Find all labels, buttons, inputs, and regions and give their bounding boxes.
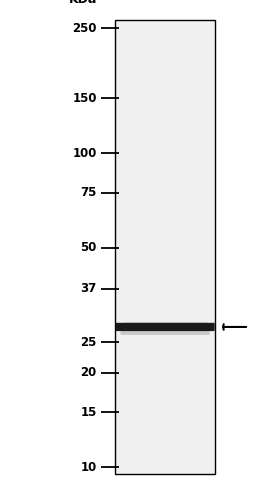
Text: 20: 20 [80, 366, 97, 379]
Text: 37: 37 [80, 283, 97, 295]
Bar [115, 20, 215, 474]
Text: 100: 100 [72, 147, 97, 160]
Text: 250: 250 [72, 22, 97, 35]
FancyBboxPatch shape [116, 323, 215, 331]
Text: 15: 15 [80, 406, 97, 419]
Text: KDa: KDa [68, 0, 97, 6]
Text: 50: 50 [80, 242, 97, 254]
FancyBboxPatch shape [123, 322, 207, 327]
FancyBboxPatch shape [120, 330, 210, 335]
Text: 150: 150 [72, 92, 97, 104]
Text: 75: 75 [80, 186, 97, 199]
Text: 25: 25 [80, 336, 97, 349]
Text: 10: 10 [80, 461, 97, 474]
